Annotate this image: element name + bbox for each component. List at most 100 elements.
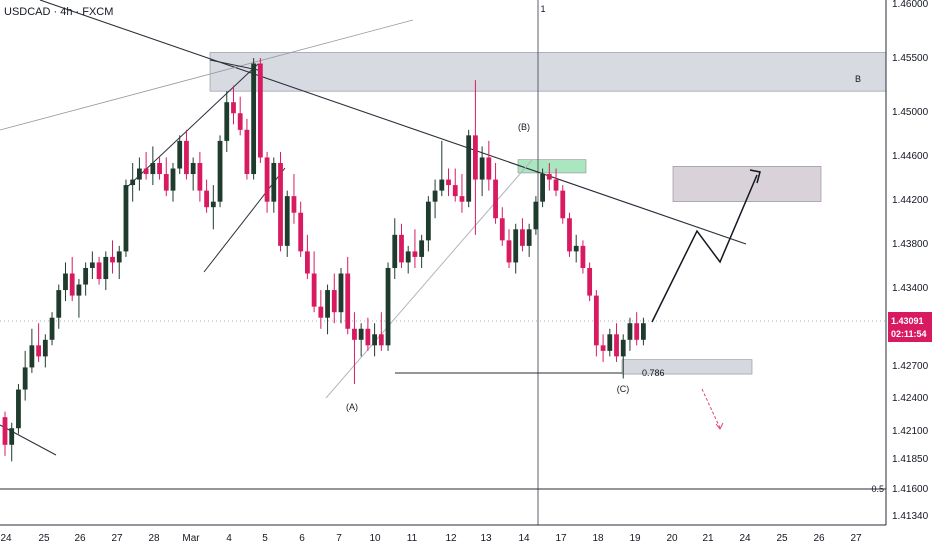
candle-body — [56, 290, 62, 318]
candle-body — [399, 234, 404, 263]
candle-body — [493, 179, 498, 219]
candle-body — [42, 339, 48, 357]
candle-body — [540, 174, 545, 202]
zone-touch-line — [209, 59, 259, 71]
zone-green — [517, 159, 587, 174]
time-tick-label: 21 — [702, 533, 714, 544]
candle-body — [459, 196, 465, 202]
candle-body — [385, 267, 391, 346]
candle-body — [76, 284, 82, 296]
candle-body — [533, 201, 539, 230]
labels-layer: 1 B (A) (B) (C) 0.786 0.5 — [346, 4, 884, 494]
candle-body — [345, 273, 351, 329]
time-tick-label: 25 — [776, 533, 788, 544]
candle-body — [331, 290, 337, 313]
candle-body — [204, 190, 209, 208]
candle-body — [89, 262, 95, 268]
candle-body — [513, 229, 519, 263]
candle-body — [573, 245, 579, 252]
price-tick-label: 1.41850 — [892, 454, 929, 465]
zones-layer — [209, 52, 887, 375]
last-price-tag: 1.43091 02:11:54 — [888, 312, 932, 342]
candle-body — [16, 389, 21, 429]
candle-body — [83, 267, 89, 285]
candle-body — [217, 140, 223, 202]
candle-body — [405, 251, 411, 263]
candle-body — [298, 212, 304, 252]
candle-body — [365, 328, 371, 346]
candle-body — [520, 229, 525, 246]
candle-body — [63, 273, 68, 291]
time-tick-label: 14 — [518, 533, 530, 544]
candle-body — [425, 201, 431, 241]
candle-body — [29, 345, 35, 368]
time-tick-label: 5 — [262, 533, 268, 544]
time-tick-label: 24 — [739, 533, 751, 544]
price-tick-label: 1.41340 — [892, 511, 929, 522]
candle-body — [237, 113, 243, 130]
time-tick-label: 11 — [407, 533, 418, 544]
candle-body — [338, 273, 344, 313]
time-tick-label: 19 — [629, 533, 641, 544]
wave-b-label: (B) — [518, 122, 530, 132]
candle-body — [210, 201, 216, 208]
candle-body — [110, 256, 115, 263]
candle-body — [593, 295, 599, 346]
candle-body — [627, 323, 633, 340]
candle-body — [392, 234, 398, 268]
price-tick-label: 1.44200 — [892, 195, 929, 206]
price-tick-label: 1.45500 — [892, 53, 929, 64]
candle-body — [251, 63, 257, 175]
candle-body — [318, 306, 324, 318]
time-tick-label: 17 — [555, 533, 567, 544]
candle-body — [466, 135, 472, 202]
zone-target — [672, 166, 822, 202]
candle-body — [157, 162, 162, 175]
time-tick-label: 20 — [666, 533, 678, 544]
time-tick-label: 12 — [445, 533, 457, 544]
candle-body — [473, 135, 478, 180]
candle-body — [452, 185, 458, 197]
candle-body — [305, 251, 310, 274]
zone-resistance — [209, 52, 887, 92]
candle-body — [2, 417, 8, 445]
candle-body — [499, 218, 505, 241]
vertical-marker-label: 1 — [540, 4, 545, 14]
candle-body — [372, 334, 377, 346]
candle-body — [103, 256, 109, 280]
candle-body — [587, 267, 593, 296]
price-axis-ticks: 1.46000 1.45500 1.45000 1.44600 1.44200 1.438… — [892, 0, 929, 522]
candle-body — [96, 262, 102, 280]
time-tick-label: 6 — [299, 533, 305, 544]
zone-fib — [621, 359, 753, 375]
descending-trendline — [39, 0, 747, 245]
candle-body — [567, 218, 572, 252]
candle-body — [311, 273, 317, 307]
candle-body — [325, 290, 330, 318]
price-tag-bg — [888, 312, 932, 342]
price-tick-label: 1.42100 — [892, 426, 929, 437]
price-tick-label: 1.43400 — [892, 283, 929, 294]
price-tick-label: 1.44600 — [892, 151, 929, 162]
candle-body — [170, 168, 176, 191]
wave-c-label: (C) — [617, 384, 630, 394]
candle-body — [358, 328, 364, 340]
candle-body — [150, 162, 156, 175]
price-tick-label: 1.42400 — [892, 393, 929, 404]
time-tick-label: 26 — [74, 533, 86, 544]
candle-body — [137, 168, 142, 180]
time-tick-label: 4 — [226, 533, 232, 544]
candle-body — [560, 190, 566, 219]
price-tick-label: 1.42700 — [892, 361, 929, 372]
time-tick-label: 26 — [813, 533, 825, 544]
candle-body — [620, 339, 626, 357]
upper-channel-line — [0, 19, 414, 131]
time-tick-label: 27 — [850, 533, 862, 544]
projection-arrow-head — [749, 169, 761, 184]
price-tick-label: 1.41600 — [892, 484, 929, 495]
candle-body — [130, 179, 136, 186]
bearish-alt-arrow-head — [715, 422, 724, 430]
